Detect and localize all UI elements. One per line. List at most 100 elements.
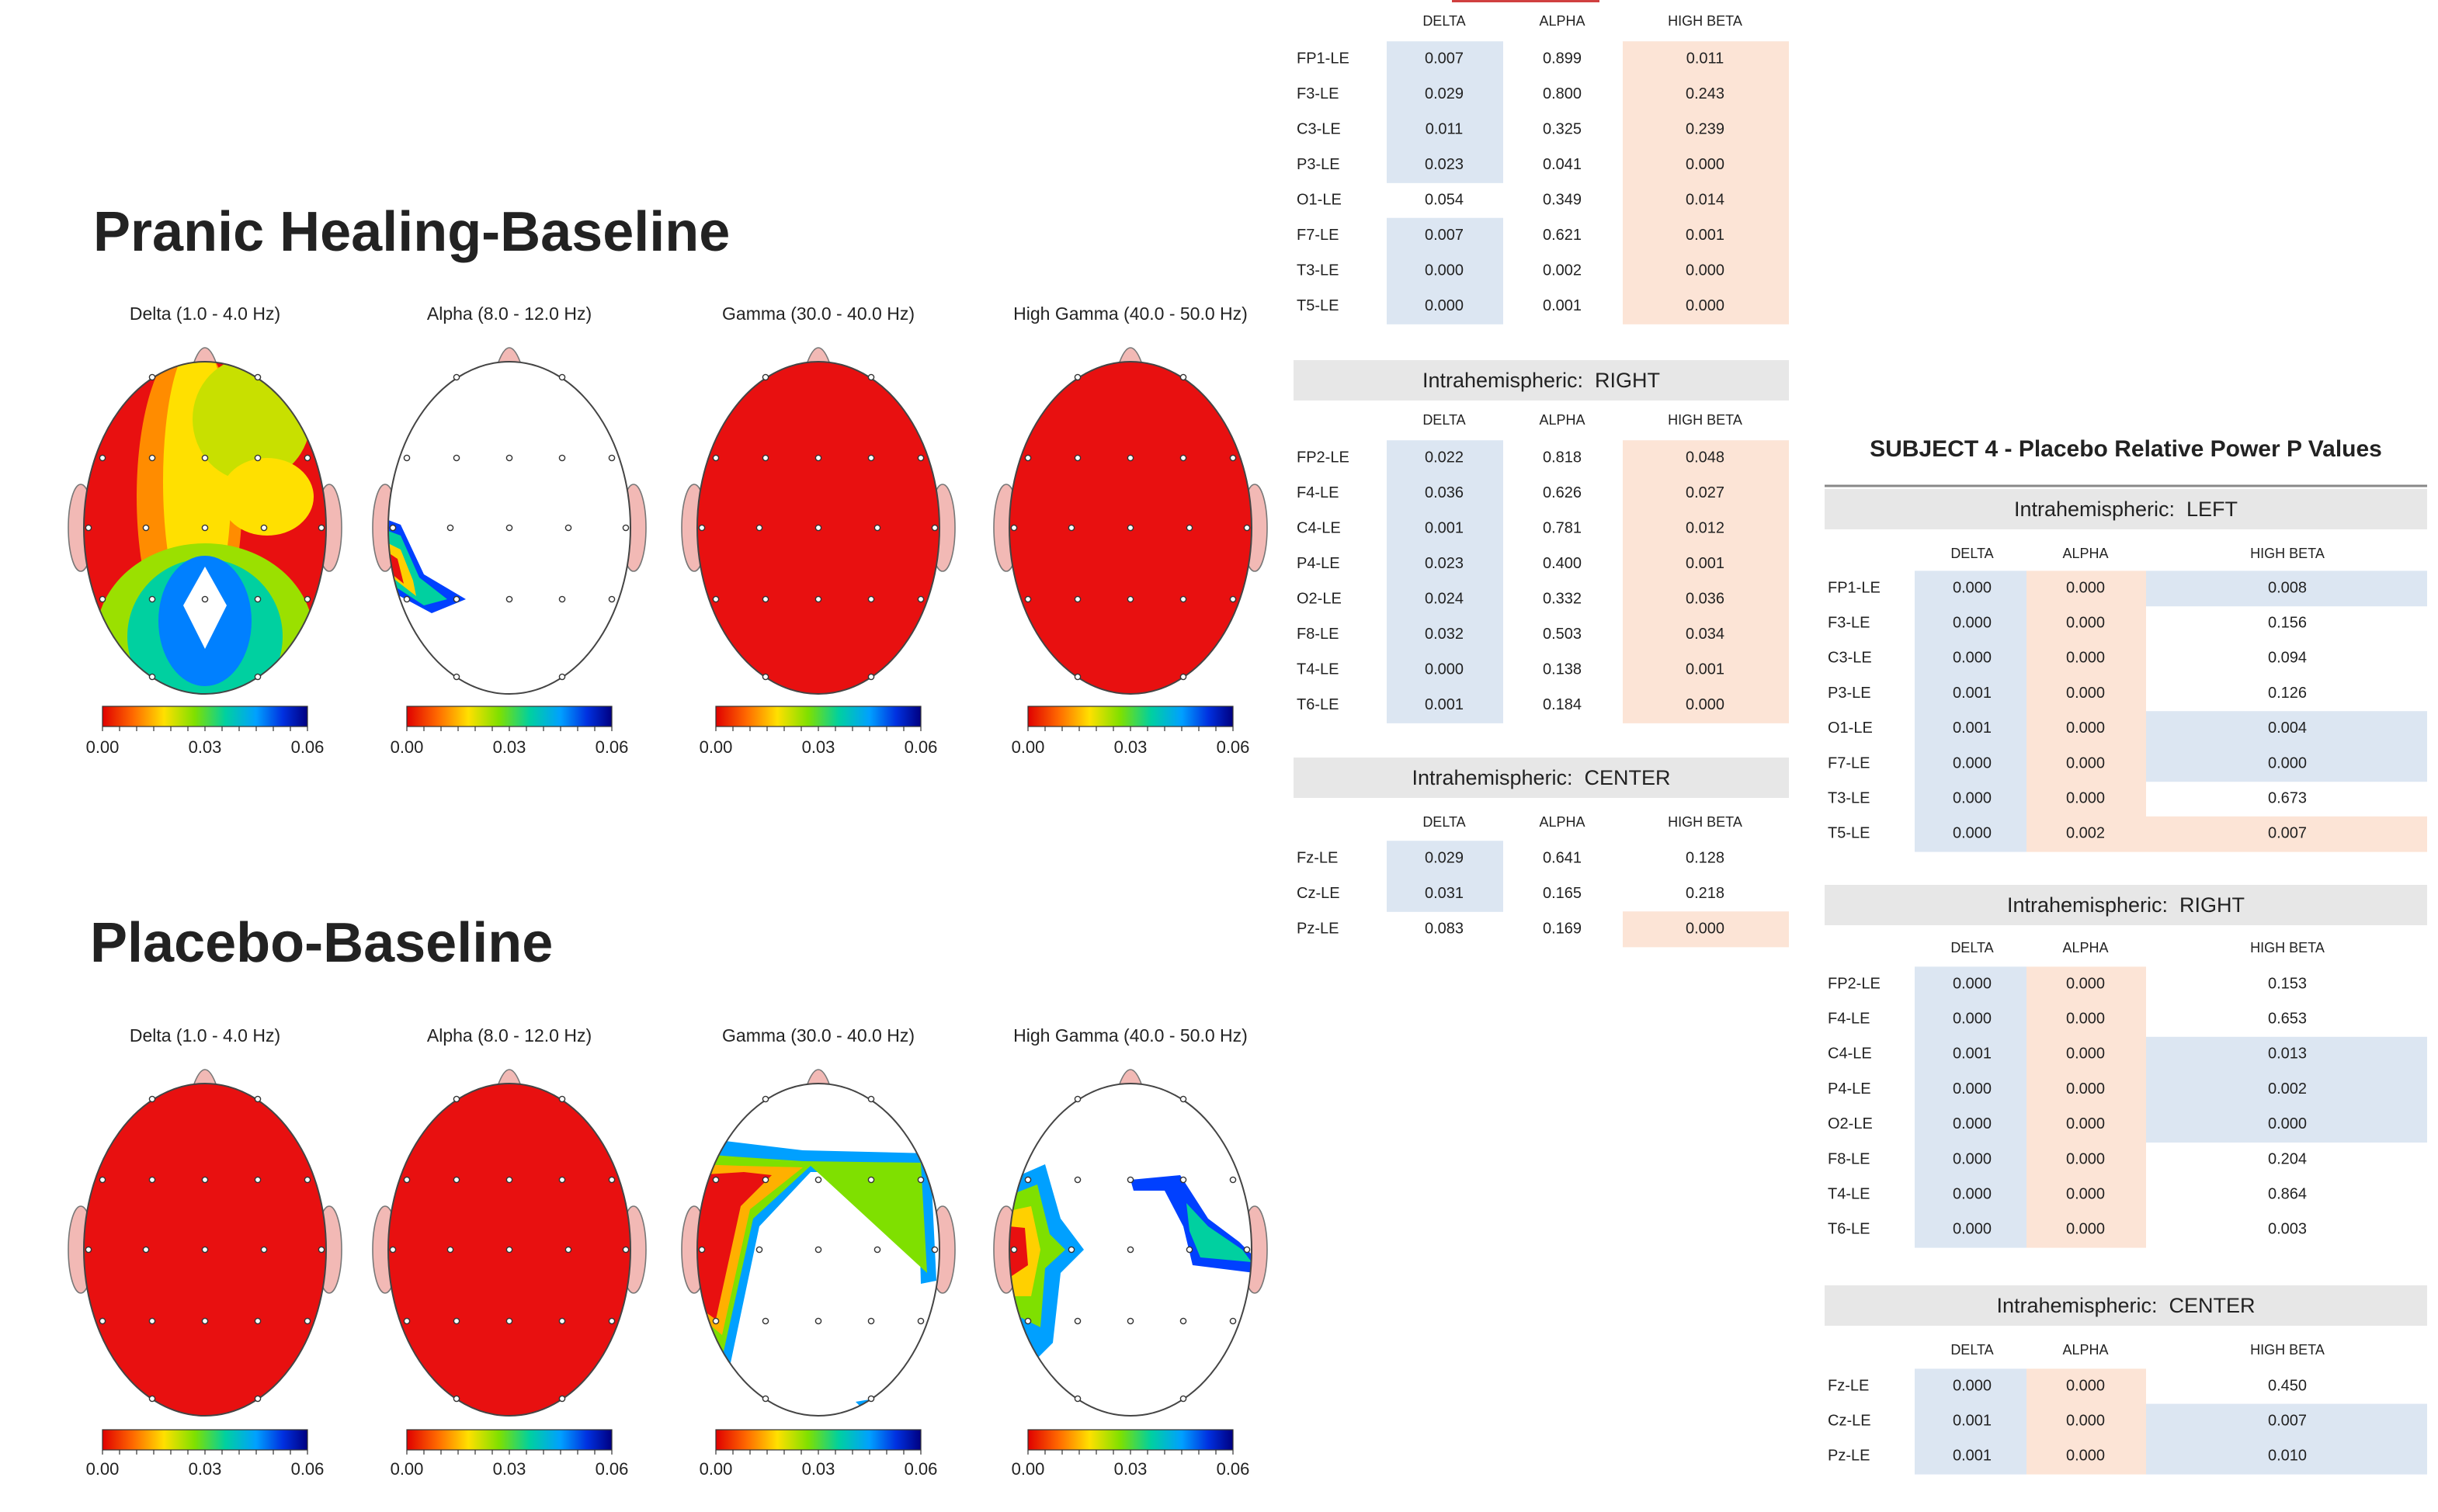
column-header: HIGH BETA	[1668, 814, 1742, 830]
table-cell: 0.001	[1425, 519, 1464, 536]
table-cell: 0.000	[1425, 661, 1464, 678]
column-header: ALPHA	[1539, 412, 1585, 428]
table-cell: 0.349	[1543, 191, 1582, 208]
table-cell: 0.000	[2066, 1150, 2105, 1167]
row-label: T4-LE	[1297, 661, 1339, 678]
column-header: HIGH BETA	[2250, 546, 2325, 561]
row-label: F4-LE	[1828, 1010, 1870, 1027]
table-cell: 0.000	[1953, 1115, 1992, 1132]
table-cell: 0.024	[1425, 590, 1464, 607]
table-cell: 0.781	[1543, 519, 1582, 536]
row-label: O1-LE	[1828, 720, 1873, 737]
topo-map	[991, 1063, 1270, 1436]
table-cell: 0.000	[2066, 1080, 2105, 1098]
column-header: DELTA	[1950, 546, 1993, 561]
table-cell: 0.000	[2066, 685, 2105, 702]
table-cell: 0.128	[1686, 849, 1724, 866]
row-label: Cz-LE	[1828, 1412, 1871, 1429]
table-cell: 0.000	[2066, 1221, 2105, 1238]
topo-map	[373, 1070, 646, 1416]
table-cell: 0.000	[1686, 920, 1724, 937]
table-cell: 0.153	[2268, 975, 2307, 992]
table-cell: 0.000	[1953, 650, 1992, 667]
table-title: Intrahemispheric: CENTER	[1412, 766, 1670, 789]
table-cell: 0.243	[1686, 85, 1724, 102]
row-label: Pz-LE	[1828, 1448, 1870, 1465]
table-cell: 0.653	[2268, 1010, 2307, 1027]
colorbar-label: 0.00	[700, 737, 733, 757]
table-cell: 0.029	[1425, 85, 1464, 102]
map-label: Delta (1.0 - 4.0 Hz)	[130, 303, 280, 324]
table-cell: 0.012	[1686, 519, 1724, 536]
colorbar	[407, 706, 612, 727]
title-underline	[1452, 0, 1599, 2]
table-cell: 0.239	[1686, 120, 1724, 137]
page-canvas: Pranic Healing-Baseline Delta (1.0 - 4.0 …	[0, 0, 2438, 1512]
table-cell: 0.001	[1953, 1448, 1992, 1465]
row-label: T6-LE	[1828, 1221, 1870, 1238]
table-cell: 0.400	[1543, 555, 1582, 572]
row-label: O1-LE	[1297, 191, 1342, 208]
row-label: T3-LE	[1297, 262, 1339, 279]
table-cell: 0.184	[1543, 696, 1582, 713]
table-cell: 0.138	[1543, 661, 1582, 678]
topo-map	[68, 1070, 342, 1416]
table-cell: 0.001	[1953, 1412, 1992, 1429]
colorbar-label: 0.03	[493, 737, 526, 757]
colorbar-label: 0.03	[1114, 1459, 1148, 1479]
table-cell: 0.023	[1425, 156, 1464, 173]
table-cell: 0.000	[2066, 789, 2105, 806]
table-cell: 0.000	[2066, 720, 2105, 737]
topo-map	[370, 342, 649, 714]
column-header: HIGH BETA	[2250, 1342, 2325, 1358]
table-cell: 0.126	[2268, 685, 2307, 702]
colorbar	[716, 706, 921, 727]
column-header: HIGH BETA	[1668, 412, 1742, 428]
table-cell: 0.003	[2268, 1221, 2307, 1238]
table-cell: 0.000	[2066, 1412, 2105, 1429]
table-cell: 0.864	[2268, 1185, 2307, 1202]
table-cell: 0.027	[1686, 484, 1724, 501]
colorbar-label: 0.06	[1217, 737, 1250, 757]
row-label: FP1-LE	[1297, 50, 1349, 67]
colorbar	[716, 1430, 921, 1450]
row-label: Pz-LE	[1297, 920, 1339, 937]
table-title: Intrahemispheric: LEFT	[2014, 498, 2238, 521]
colorbar-label: 0.06	[596, 1459, 629, 1479]
table-cell: 0.036	[1425, 484, 1464, 501]
row-label: C3-LE	[1297, 120, 1341, 137]
table-cell: 0.000	[1686, 696, 1724, 713]
column-header: ALPHA	[2062, 546, 2108, 561]
row-label: C4-LE	[1828, 1046, 1872, 1063]
table-cell: 0.000	[1953, 1221, 1992, 1238]
colorbar-label: 0.03	[189, 1459, 222, 1479]
table-cell: 0.023	[1425, 555, 1464, 572]
table-cell: 0.001	[1686, 555, 1724, 572]
section-heading: Pranic Healing-Baseline	[93, 201, 730, 263]
table-cell: 0.094	[2268, 650, 2307, 667]
table-cell: 0.007	[1425, 227, 1464, 244]
topo-map	[679, 1063, 958, 1436]
row-label: F8-LE	[1828, 1150, 1870, 1167]
map-label: Delta (1.0 - 4.0 Hz)	[130, 1025, 280, 1046]
column-header: ALPHA	[2062, 1342, 2108, 1358]
table-cell: 0.169	[1543, 920, 1582, 937]
table-cell: 0.031	[1425, 885, 1464, 902]
colorbar	[102, 706, 307, 727]
row-label: T5-LE	[1297, 297, 1339, 314]
table-cell: 0.626	[1543, 484, 1582, 501]
table-cell: 0.156	[2268, 614, 2307, 631]
table-cell: 0.008	[2268, 579, 2307, 596]
row-label: F3-LE	[1828, 614, 1870, 631]
column-header: DELTA	[1950, 940, 1993, 955]
table-cell: 0.000	[2066, 614, 2105, 631]
row-label: FP2-LE	[1297, 449, 1349, 466]
row-label: T5-LE	[1828, 825, 1870, 842]
map-label: Gamma (30.0 - 40.0 Hz)	[722, 303, 915, 324]
row-label: O2-LE	[1828, 1115, 1873, 1132]
table-cell: 0.000	[1953, 975, 1992, 992]
table-cell: 0.007	[1425, 50, 1464, 67]
table-group-title: SUBJECT 4 - Placebo Relative Power P Val…	[1870, 436, 2382, 462]
map-label: Gamma (30.0 - 40.0 Hz)	[722, 1025, 915, 1046]
table-cell: 0.000	[2066, 1046, 2105, 1063]
